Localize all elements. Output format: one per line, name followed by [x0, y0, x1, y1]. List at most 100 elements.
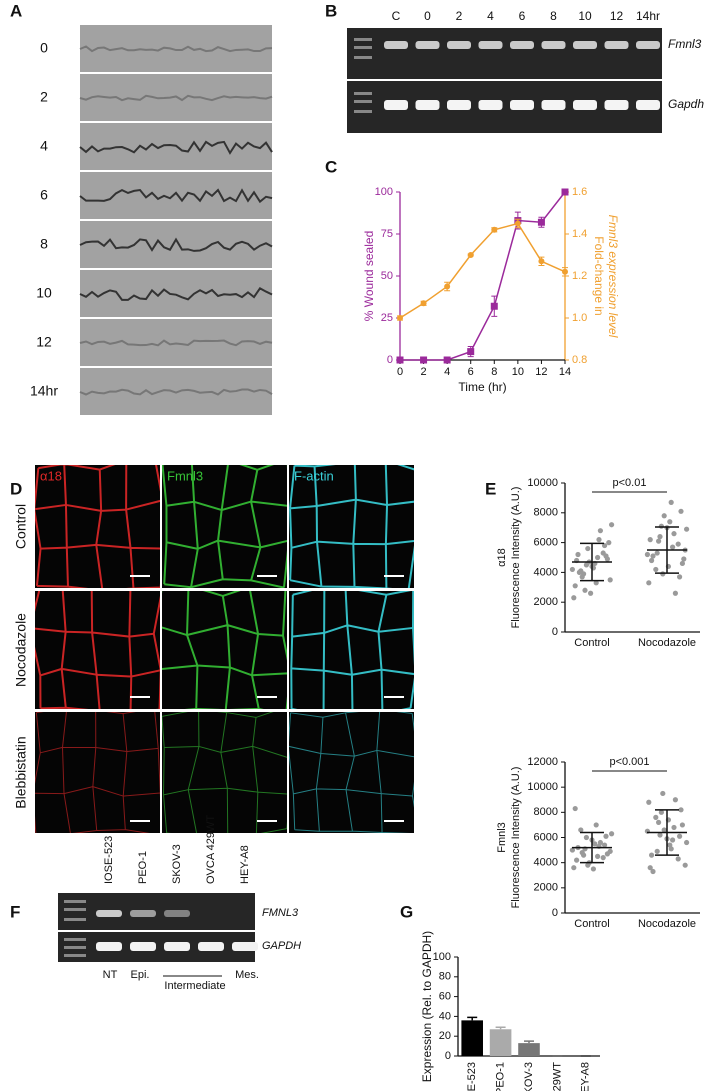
tick-label: 0: [445, 1050, 451, 1062]
data-point: [597, 528, 604, 534]
ladder-band: [64, 954, 86, 957]
data-point: [682, 862, 688, 868]
bar: [461, 1020, 483, 1056]
series-line: [399, 222, 566, 319]
y-axis-label: % Wound sealed: [362, 231, 376, 322]
point: [537, 218, 545, 226]
data-point: [656, 538, 662, 544]
series-line: [400, 191, 566, 361]
tick-label: 0: [552, 626, 558, 638]
time-label: 0: [40, 40, 48, 56]
data-point: [602, 842, 608, 848]
ladder-band: [354, 46, 372, 49]
tick-label: 10000: [527, 781, 558, 793]
data-point: [595, 853, 601, 859]
micrograph: [80, 221, 272, 268]
tick-label: 6000: [534, 537, 558, 549]
tick-label: 2000: [534, 882, 558, 894]
wound-edge: [79, 140, 273, 155]
lane-label: IOSE-523: [103, 836, 115, 884]
point: [467, 252, 474, 258]
time-label: 6: [40, 187, 48, 203]
x-axis-label: Time (hr): [458, 380, 506, 394]
band: [232, 942, 258, 951]
gel: [58, 893, 255, 962]
x-tick-label: HEY-A8: [580, 1062, 592, 1091]
group-label: Intermediate: [164, 980, 225, 992]
data-point: [590, 866, 597, 872]
band: [636, 41, 660, 49]
data-point: [609, 831, 615, 837]
x-tick-label: Control: [574, 918, 609, 930]
data-point: [668, 846, 674, 852]
data-point: [650, 868, 656, 875]
tick-label: 8: [491, 366, 497, 378]
data-point: [647, 537, 653, 543]
lane-label: C: [392, 9, 401, 23]
data-point: [609, 522, 615, 528]
data-point: [572, 583, 578, 589]
micrograph: [80, 172, 272, 219]
time-label: 2: [40, 89, 48, 105]
data-point: [654, 848, 660, 854]
data-point: [569, 566, 576, 573]
time-label: 4: [40, 138, 48, 154]
data-point: [604, 556, 611, 562]
point: [514, 220, 521, 227]
data-point: [602, 542, 608, 549]
point: [490, 302, 498, 310]
band: [130, 910, 156, 917]
data-point: [597, 839, 604, 846]
bar: [518, 1043, 540, 1056]
cell-borders: [290, 591, 414, 709]
row-label: Control: [13, 504, 29, 549]
data-point: [656, 819, 662, 826]
wound-edge: [79, 388, 273, 396]
tick-label: 10: [512, 366, 524, 378]
tick-label: 4000: [534, 857, 558, 869]
mean-sd: [647, 526, 687, 574]
x-tick-label: SKOV-3: [523, 1062, 535, 1091]
wound-edge: [79, 237, 273, 252]
data-point: [572, 805, 578, 812]
data-point: [661, 513, 667, 519]
ladder-band: [354, 56, 372, 59]
ladder-band: [64, 938, 86, 941]
gene-label: Fmnl3: [668, 37, 702, 51]
data-point: [675, 541, 681, 547]
data-point: [668, 499, 674, 505]
data-point: [649, 852, 655, 858]
wound-edge: [79, 188, 273, 204]
tick-label: 0: [387, 354, 393, 366]
bar: [489, 1029, 512, 1056]
tick-label: 8000: [534, 507, 558, 519]
row-label: Nocodazole: [13, 613, 29, 687]
data-point: [571, 865, 577, 871]
panel-letter: C: [325, 157, 337, 176]
tick-label: 50: [381, 270, 393, 282]
tick-label: 10000: [527, 477, 558, 489]
data-point: [679, 822, 686, 828]
data-point: [576, 569, 583, 576]
band: [447, 41, 471, 49]
point: [443, 356, 451, 364]
point: [562, 268, 568, 275]
data-point: [667, 519, 673, 525]
tick-label: 6000: [534, 831, 558, 843]
data-point: [657, 832, 663, 838]
data-point: [646, 799, 652, 805]
tick-label: 1.4: [572, 228, 587, 240]
cell-borders: [35, 712, 160, 833]
data-point: [649, 557, 655, 564]
data-point: [681, 556, 687, 562]
lane-label: 6: [519, 9, 526, 23]
x-tick-label: Nocodazole: [638, 918, 696, 930]
error-bar: [495, 1026, 506, 1030]
panel-letter: F: [10, 902, 20, 921]
tick-label: 100: [433, 951, 451, 963]
micrograph: [289, 465, 414, 588]
data-point: [603, 833, 609, 839]
panel-letter: G: [400, 902, 413, 921]
